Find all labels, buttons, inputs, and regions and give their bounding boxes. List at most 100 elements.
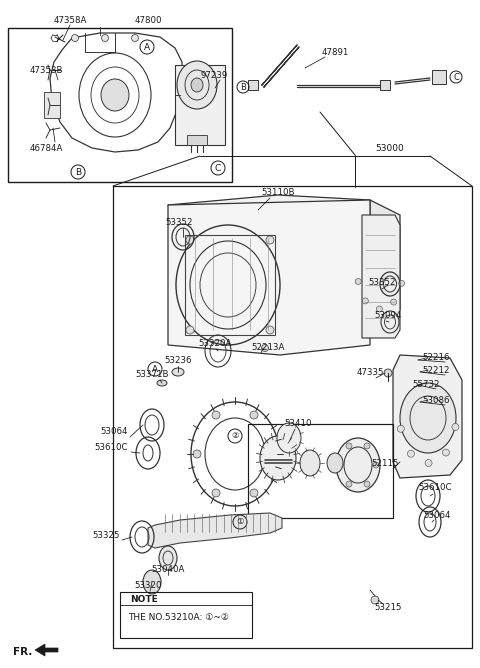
Circle shape [415, 382, 421, 388]
Bar [113, 186, 472, 648]
Circle shape [266, 236, 274, 244]
Circle shape [266, 326, 274, 334]
Text: 53352: 53352 [368, 277, 396, 287]
Ellipse shape [172, 368, 184, 376]
Text: 52212: 52212 [422, 365, 450, 375]
Bar [187, 135, 207, 145]
Text: C: C [215, 164, 221, 172]
Circle shape [212, 489, 220, 497]
Circle shape [391, 299, 396, 305]
Text: B: B [75, 168, 81, 176]
Circle shape [193, 450, 201, 458]
Circle shape [355, 279, 361, 285]
Circle shape [417, 399, 423, 405]
Text: 53320: 53320 [134, 582, 162, 591]
Ellipse shape [400, 383, 456, 453]
Polygon shape [370, 200, 400, 320]
Text: 53410: 53410 [284, 418, 312, 428]
Ellipse shape [300, 450, 320, 476]
Text: 52115: 52115 [371, 458, 399, 468]
Circle shape [384, 369, 392, 377]
Circle shape [346, 443, 352, 449]
Circle shape [452, 424, 459, 430]
Text: 52213A: 52213A [252, 343, 285, 351]
Text: 53610C: 53610C [95, 442, 128, 452]
Circle shape [417, 369, 423, 375]
Text: A: A [144, 43, 150, 51]
Circle shape [346, 481, 352, 487]
Circle shape [101, 35, 108, 41]
Circle shape [373, 462, 379, 468]
Text: 47891: 47891 [321, 47, 348, 57]
Text: 53040A: 53040A [151, 564, 185, 574]
Circle shape [132, 35, 139, 41]
Ellipse shape [159, 546, 177, 570]
Text: 52216: 52216 [422, 353, 450, 361]
Circle shape [397, 426, 404, 432]
Text: 53086: 53086 [422, 395, 450, 405]
Circle shape [250, 411, 258, 419]
Text: NOTE: NOTE [130, 595, 158, 603]
Circle shape [72, 35, 79, 41]
Text: FR.: FR. [13, 647, 32, 657]
Polygon shape [362, 215, 400, 338]
Bar [44, 92, 60, 118]
Ellipse shape [177, 61, 217, 109]
Text: 53064: 53064 [423, 510, 451, 520]
Text: 55732: 55732 [412, 379, 440, 389]
Ellipse shape [101, 79, 129, 111]
Text: 53064: 53064 [100, 428, 128, 436]
Ellipse shape [336, 438, 380, 492]
Ellipse shape [157, 380, 167, 386]
Bar [120, 592, 252, 638]
Ellipse shape [260, 436, 296, 480]
Text: ②: ② [231, 432, 239, 440]
Circle shape [186, 326, 194, 334]
Text: 53320A: 53320A [198, 339, 232, 347]
Text: 47353B: 47353B [30, 65, 63, 75]
Text: 53215: 53215 [374, 603, 402, 611]
Circle shape [364, 443, 370, 449]
Circle shape [415, 357, 421, 363]
Text: 47335: 47335 [356, 367, 384, 377]
Bar [380, 80, 390, 90]
Text: THE NO.53210A: ①~②: THE NO.53210A: ①~② [128, 613, 229, 621]
Circle shape [376, 306, 383, 312]
Text: 53236: 53236 [164, 355, 192, 365]
Circle shape [186, 236, 194, 244]
Bar [432, 70, 446, 84]
Text: 53094: 53094 [374, 311, 402, 319]
Text: 53610C: 53610C [418, 484, 452, 492]
Text: B: B [240, 83, 246, 92]
Polygon shape [393, 355, 462, 478]
Ellipse shape [277, 423, 301, 453]
Circle shape [250, 489, 258, 497]
Bar [248, 80, 258, 90]
Ellipse shape [191, 78, 203, 92]
Text: 53000: 53000 [376, 144, 404, 152]
Polygon shape [148, 513, 282, 548]
Text: 53110B: 53110B [261, 188, 295, 196]
Text: 46784A: 46784A [30, 144, 63, 152]
Circle shape [212, 411, 220, 419]
Circle shape [364, 481, 370, 487]
Bar [175, 65, 225, 145]
Polygon shape [35, 644, 58, 656]
Text: 53371B: 53371B [135, 369, 169, 379]
Bar [8, 28, 232, 182]
Circle shape [371, 596, 379, 604]
Circle shape [269, 450, 277, 458]
Circle shape [362, 298, 368, 304]
Polygon shape [168, 200, 370, 355]
Text: A: A [152, 365, 158, 373]
Ellipse shape [327, 453, 343, 473]
Text: 97239: 97239 [201, 71, 228, 79]
Bar [248, 424, 393, 518]
Text: ①: ① [236, 518, 244, 526]
Text: C: C [453, 73, 459, 81]
Polygon shape [168, 195, 380, 220]
Text: 53352: 53352 [165, 218, 193, 226]
Circle shape [425, 460, 432, 466]
Ellipse shape [143, 570, 161, 594]
Text: 53325: 53325 [93, 530, 120, 540]
